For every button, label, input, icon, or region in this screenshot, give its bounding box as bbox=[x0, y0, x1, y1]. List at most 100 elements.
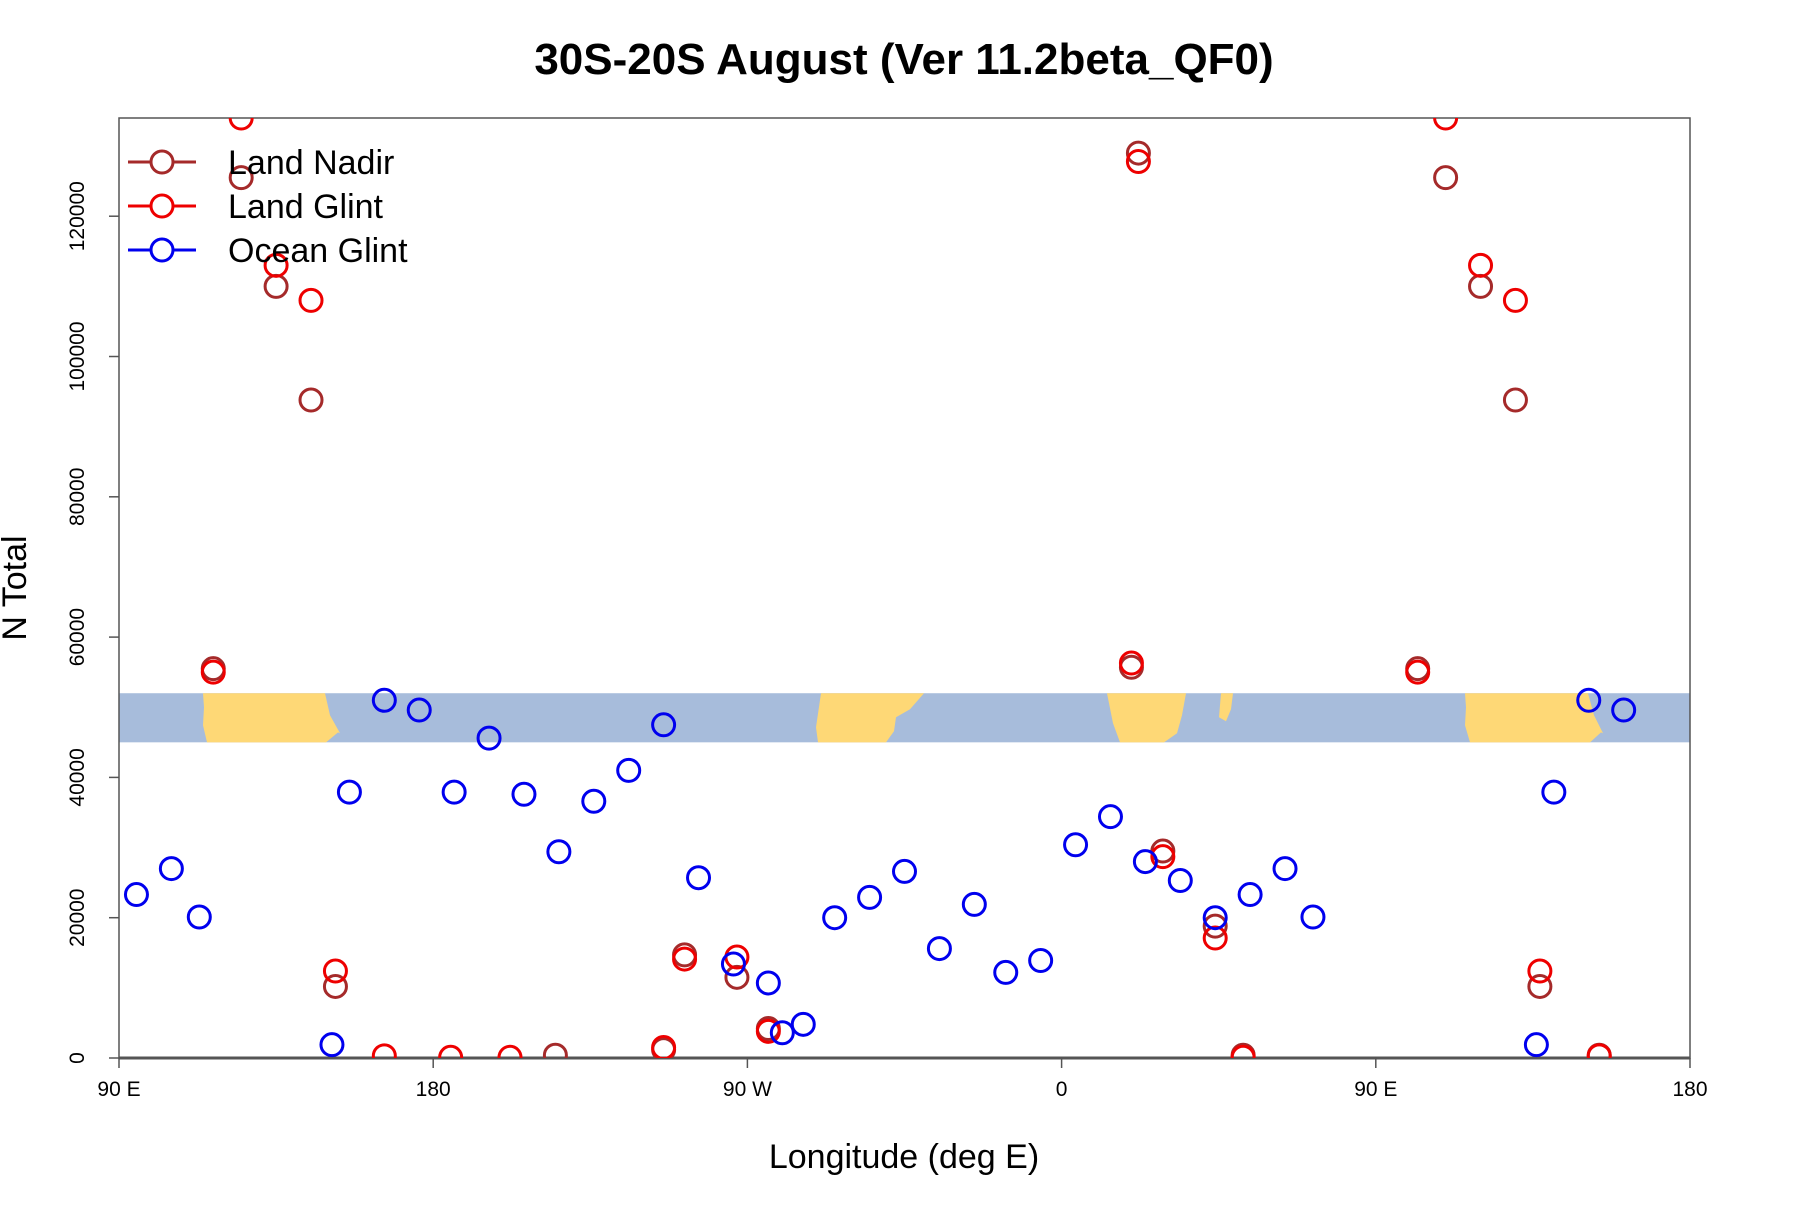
point-ocean-glint bbox=[336, 779, 362, 805]
point-ocean-glint bbox=[1063, 832, 1089, 858]
y-tick-label: 40000 bbox=[66, 748, 89, 806]
point-land-glint bbox=[1118, 650, 1144, 676]
point-ocean-glint bbox=[1576, 687, 1602, 713]
point-land-nadir bbox=[724, 964, 750, 990]
point-ocean-glint bbox=[546, 839, 572, 865]
y-tick-label: 60000 bbox=[66, 608, 89, 666]
land-mass-5 bbox=[1465, 693, 1603, 743]
point-land-glint bbox=[322, 958, 348, 984]
point-ocean-glint bbox=[371, 687, 397, 713]
point-ocean-glint bbox=[686, 865, 712, 891]
point-ocean-glint bbox=[1132, 849, 1158, 875]
point-ocean-glint bbox=[581, 788, 607, 814]
point-land-glint bbox=[755, 1018, 781, 1044]
land-mass-4 bbox=[1219, 693, 1233, 722]
point-land-glint bbox=[438, 1044, 464, 1058]
x-tick-label: 180 bbox=[1672, 1078, 1707, 1101]
point-ocean-glint bbox=[1237, 882, 1263, 908]
land-mass-3 bbox=[1107, 693, 1186, 743]
y-tick-label: 0 bbox=[66, 1052, 89, 1064]
point-land-nadir bbox=[1433, 165, 1459, 191]
x-tick-label: 90 E bbox=[97, 1078, 140, 1101]
land-mass-1 bbox=[203, 693, 340, 743]
point-land-glint bbox=[651, 1034, 677, 1058]
point-ocean-glint bbox=[1028, 947, 1054, 973]
point-ocean-glint bbox=[616, 757, 642, 783]
legend-marker-land-glint bbox=[149, 193, 175, 219]
point-ocean-glint bbox=[158, 856, 184, 882]
point-land-glint bbox=[263, 252, 289, 278]
point-ocean-glint bbox=[651, 712, 677, 738]
point-land-glint bbox=[371, 1043, 397, 1058]
point-ocean-glint bbox=[769, 1020, 795, 1046]
x-tick-label: 90 E bbox=[1354, 1078, 1397, 1101]
point-land-glint bbox=[1150, 844, 1176, 870]
point-land-nadir bbox=[228, 165, 254, 191]
point-ocean-glint bbox=[186, 904, 212, 930]
point-ocean-glint bbox=[720, 951, 746, 977]
point-land-nadir bbox=[298, 387, 324, 413]
legend: Land Nadir Land Glint Ocean Glint bbox=[128, 144, 408, 270]
point-land-glint bbox=[1527, 958, 1553, 984]
point-land-nadir bbox=[322, 973, 348, 999]
point-land-nadir bbox=[1125, 140, 1151, 166]
y-tick-label: 120000 bbox=[66, 181, 89, 251]
x-tick-label: 180 bbox=[416, 1078, 451, 1101]
point-land-glint bbox=[298, 287, 324, 313]
point-ocean-glint bbox=[755, 970, 781, 996]
point-ocean-glint bbox=[319, 1032, 345, 1058]
point-ocean-glint bbox=[993, 959, 1019, 985]
legend-label-ocean-glint: Ocean Glint bbox=[228, 232, 408, 270]
land-mass-2 bbox=[816, 693, 924, 743]
legend-label-land-glint: Land Glint bbox=[228, 188, 384, 226]
point-ocean-glint bbox=[406, 697, 432, 723]
point-land-nadir bbox=[1502, 387, 1528, 413]
point-land-nadir bbox=[263, 273, 289, 299]
point-land-glint bbox=[1202, 925, 1228, 951]
point-land-nadir bbox=[1527, 973, 1553, 999]
point-land-glint bbox=[1125, 148, 1151, 174]
point-ocean-glint bbox=[822, 905, 848, 931]
point-ocean-glint bbox=[857, 884, 883, 910]
x-tick-label: 90 W bbox=[723, 1078, 772, 1101]
point-land-glint bbox=[672, 946, 698, 972]
point-ocean-glint bbox=[1611, 697, 1637, 723]
point-ocean-glint bbox=[511, 781, 537, 807]
point-land-glint bbox=[1405, 659, 1431, 685]
legend-label-land-nadir: Land Nadir bbox=[228, 144, 394, 182]
point-ocean-glint bbox=[1167, 868, 1193, 894]
y-axis: 0 20000 40000 60000 80000 100000 120000 bbox=[66, 181, 119, 1064]
point-ocean-glint bbox=[926, 936, 952, 962]
x-axis: 90 E 180 90 W 0 90 E 180 bbox=[97, 1058, 1708, 1101]
point-ocean-glint bbox=[1202, 905, 1228, 931]
point-ocean-glint bbox=[123, 882, 149, 908]
point-ocean-glint bbox=[441, 779, 467, 805]
point-ocean-glint bbox=[892, 858, 917, 884]
point-land-glint bbox=[1502, 287, 1528, 313]
point-ocean-glint bbox=[476, 725, 502, 751]
point-ocean-glint bbox=[961, 891, 987, 917]
map-band bbox=[119, 693, 1690, 743]
point-ocean-glint bbox=[1300, 904, 1326, 930]
point-land-glint bbox=[228, 118, 254, 131]
y-tick-label: 20000 bbox=[66, 888, 89, 946]
point-ocean-glint bbox=[1523, 1032, 1549, 1058]
point-land-glint bbox=[1230, 1044, 1256, 1058]
y-axis-title: N Total bbox=[0, 535, 34, 640]
y-tick-label: 80000 bbox=[66, 468, 89, 526]
point-ocean-glint bbox=[1541, 779, 1567, 805]
data-points bbox=[123, 118, 1637, 1058]
point-land-nadir bbox=[542, 1042, 568, 1058]
chart-title: 30S-20S August (Ver 11.2beta_QF0) bbox=[534, 35, 1273, 84]
point-land-nadir bbox=[1202, 913, 1228, 939]
point-land-glint bbox=[1433, 118, 1459, 131]
point-ocean-glint bbox=[1272, 856, 1298, 882]
y-tick-label: 100000 bbox=[66, 321, 89, 391]
point-land-glint bbox=[200, 659, 226, 685]
point-land-glint bbox=[1468, 252, 1494, 278]
point-land-glint bbox=[1586, 1043, 1612, 1058]
point-land-glint bbox=[497, 1044, 523, 1058]
legend-marker-land-nadir bbox=[149, 149, 175, 175]
